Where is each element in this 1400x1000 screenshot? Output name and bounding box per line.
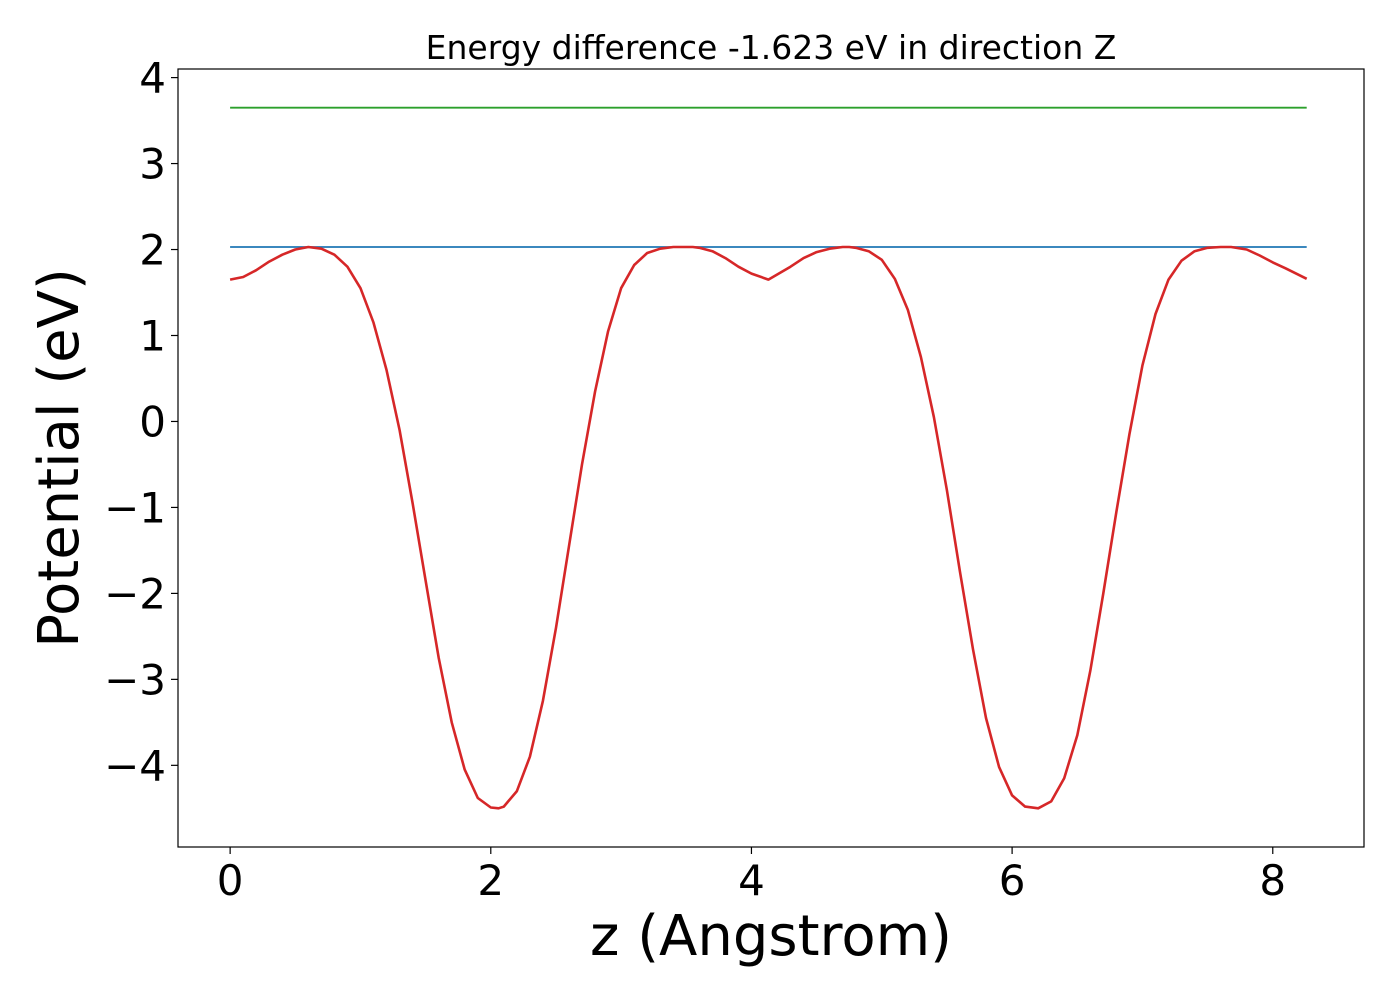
y-tick-label-3: −1 (104, 483, 166, 532)
y-tick-label-0: −4 (104, 741, 166, 790)
y-tick-label-8: 4 (139, 54, 166, 103)
y-tick-label-2: −2 (104, 569, 166, 618)
y-tick-label-5: 1 (139, 311, 166, 360)
x-axis-ticks: 0 2 4 6 8 (217, 847, 1286, 905)
x-tick-label-0: 0 (217, 856, 244, 905)
x-tick-label-2: 4 (738, 856, 765, 905)
chart-title: Energy difference -1.623 eV in direction… (426, 28, 1117, 67)
x-axis-label: z (Angstrom) (590, 904, 952, 969)
y-tick-label-7: 3 (139, 140, 166, 189)
x-tick-label-1: 2 (477, 856, 504, 905)
series-line-3 (229, 245, 1308, 810)
y-tick-label-1: −3 (104, 655, 166, 704)
y-tick-label-6: 2 (139, 226, 166, 275)
y-axis-label: Potential (eV) (27, 268, 92, 648)
y-tick-label-4: 0 (139, 397, 166, 446)
plot-frame (177, 68, 1365, 848)
x-tick-label-3: 6 (999, 856, 1026, 905)
y-axis-ticks: −4 −3 −2 −1 0 1 2 3 4 (104, 54, 178, 790)
x-tick-label-4: 8 (1259, 856, 1286, 905)
plot-lines (229, 106, 1308, 810)
